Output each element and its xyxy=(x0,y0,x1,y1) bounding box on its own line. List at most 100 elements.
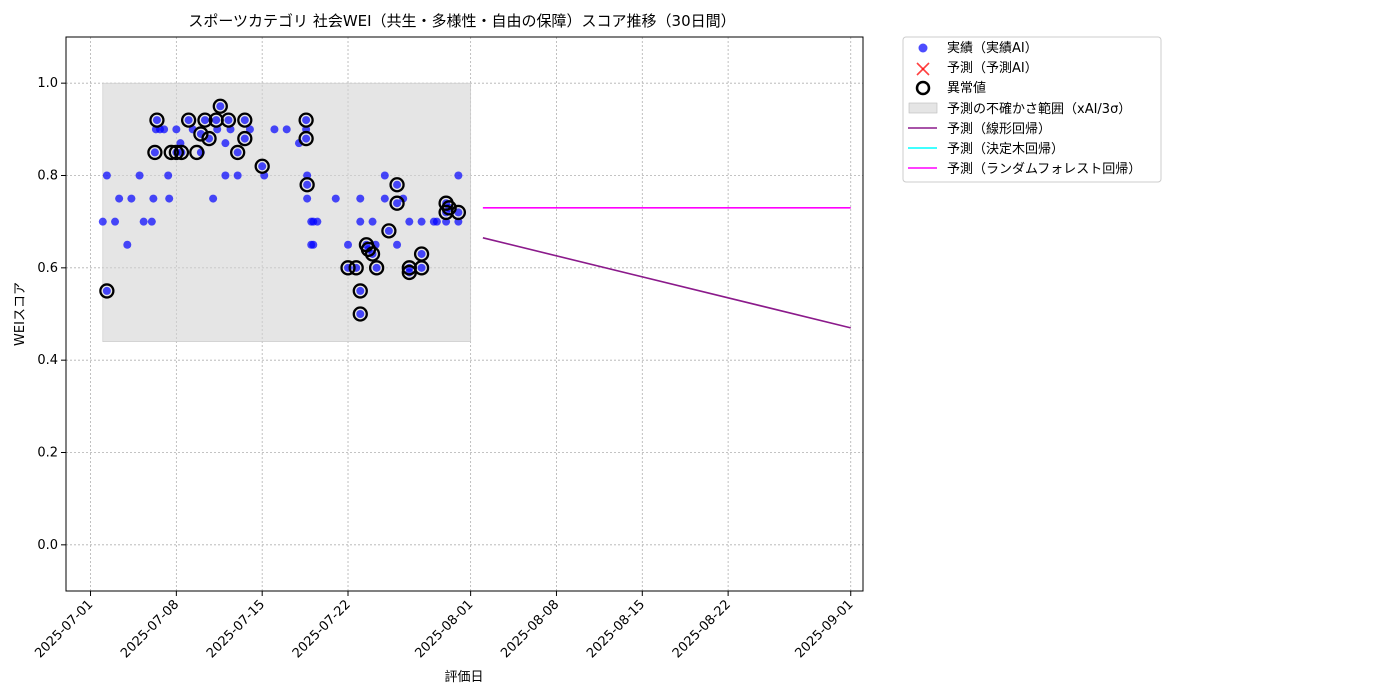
actual-point xyxy=(102,286,111,295)
legend-anomaly-marker xyxy=(915,80,931,96)
actual-point xyxy=(200,116,209,125)
anomaly-point xyxy=(450,204,467,221)
linear-prediction-line xyxy=(482,237,851,329)
anomaly-point xyxy=(360,241,377,258)
actual-point xyxy=(233,148,242,157)
actual-point xyxy=(368,217,377,226)
actual-point xyxy=(139,217,148,226)
y-tick-label: 0.6 xyxy=(37,261,58,276)
x-tick-label: 2025-07-22 xyxy=(290,597,354,661)
legend-predicted-ai-marker xyxy=(916,62,930,76)
anomaly-point xyxy=(220,112,237,128)
actual-point xyxy=(240,134,249,143)
anomaly-point xyxy=(352,283,368,299)
anomaly-point xyxy=(193,126,209,142)
anomaly-point xyxy=(364,246,381,262)
anomaly-point xyxy=(212,98,228,114)
actual-point xyxy=(331,194,340,203)
actual-point xyxy=(245,125,254,134)
actual-point xyxy=(393,240,402,249)
x-tick-label: 2025-09-01 xyxy=(793,597,857,661)
actual-point xyxy=(221,171,230,180)
actual-point xyxy=(212,116,221,125)
actual-point xyxy=(417,263,426,272)
x-tick-label: 2025-07-08 xyxy=(118,597,182,661)
actual-point xyxy=(224,116,233,125)
anomaly-points xyxy=(99,98,467,322)
anomaly-point xyxy=(368,260,385,276)
actual-point xyxy=(313,217,322,226)
actual-point xyxy=(372,263,381,272)
anomaly-point xyxy=(99,283,115,299)
actual-point xyxy=(380,194,389,203)
legend-actual-marker xyxy=(918,43,928,53)
actual-point xyxy=(405,217,414,226)
actual-point xyxy=(127,194,136,203)
legend-uncertainty-swatch xyxy=(908,102,938,114)
x-axis-ticks: 2025-07-01 2025-07-08 2025-07-15 2025-07-22… xyxy=(32,591,857,661)
actual-point xyxy=(270,125,279,134)
actual-point xyxy=(393,180,402,189)
actual-point xyxy=(111,217,120,226)
x-tick-label: 2025-08-01 xyxy=(412,597,476,661)
y-tick-label: 0.8 xyxy=(37,169,58,184)
actual-point xyxy=(258,162,267,171)
actual-point xyxy=(282,125,291,134)
actual-point xyxy=(356,217,365,226)
plot-frame xyxy=(65,36,864,592)
x-tick-label: 2025-07-01 xyxy=(32,597,96,661)
actual-point xyxy=(184,116,193,125)
actual-point xyxy=(380,171,389,180)
anomaly-point xyxy=(389,195,405,211)
actual-point xyxy=(152,116,161,125)
x-tick-label: 2025-08-22 xyxy=(670,597,734,661)
legend-linear-label: 予測（線形回帰） xyxy=(947,121,1051,137)
actual-point xyxy=(102,171,111,180)
y-tick-label: 0.0 xyxy=(37,538,58,553)
x-tick-label: 2025-07-15 xyxy=(204,597,268,661)
anomaly-point xyxy=(298,112,314,128)
legend-predicted-ai-label: 予測（予測AI） xyxy=(947,61,1038,76)
actual-point xyxy=(399,194,408,203)
anomaly-point xyxy=(254,158,270,174)
anomaly-point xyxy=(230,144,246,161)
actual-point xyxy=(240,116,249,125)
actual-point xyxy=(303,194,312,203)
actual-point xyxy=(150,148,159,157)
actual-point xyxy=(165,194,174,203)
actual-point xyxy=(417,217,426,226)
actual-point xyxy=(344,240,353,249)
actual-point xyxy=(454,208,463,217)
anomaly-point xyxy=(298,130,314,147)
anomaly-point xyxy=(237,130,253,147)
anomaly-point xyxy=(389,177,405,193)
actual-point xyxy=(302,116,311,125)
legend-random-forest-label: 予測（ランダムフォレスト回帰） xyxy=(947,161,1141,177)
y-tick-label: 1.0 xyxy=(37,76,58,91)
y-axis-ticks: 0.0 0.2 0.4 0.6 0.8 1.0 xyxy=(37,76,66,553)
actual-point xyxy=(356,286,365,295)
actual-point xyxy=(135,171,144,180)
actual-point xyxy=(123,240,132,249)
actual-point xyxy=(309,240,318,249)
y-tick-label: 0.4 xyxy=(37,353,58,368)
anomaly-point xyxy=(147,144,163,161)
actual-point xyxy=(303,180,312,189)
actual-point xyxy=(147,217,156,226)
legend-actual-label: 実績（実績AI） xyxy=(947,40,1038,56)
anomaly-point xyxy=(340,260,356,276)
anomaly-point xyxy=(189,144,205,161)
actual-point xyxy=(221,139,230,148)
actual-point xyxy=(417,249,426,258)
x-tick-label: 2025-08-15 xyxy=(584,597,648,661)
actual-point xyxy=(216,102,225,111)
prediction-lines xyxy=(482,207,851,329)
anomaly-point xyxy=(173,144,190,161)
actual-point xyxy=(384,226,393,235)
actual-point xyxy=(454,171,463,180)
legend-frame xyxy=(902,36,1162,183)
y-tick-label: 0.2 xyxy=(37,446,58,461)
y-axis-label: WEIスコア xyxy=(13,282,28,346)
x-tick-label: 2025-08-08 xyxy=(498,597,562,661)
actual-point xyxy=(233,171,242,180)
